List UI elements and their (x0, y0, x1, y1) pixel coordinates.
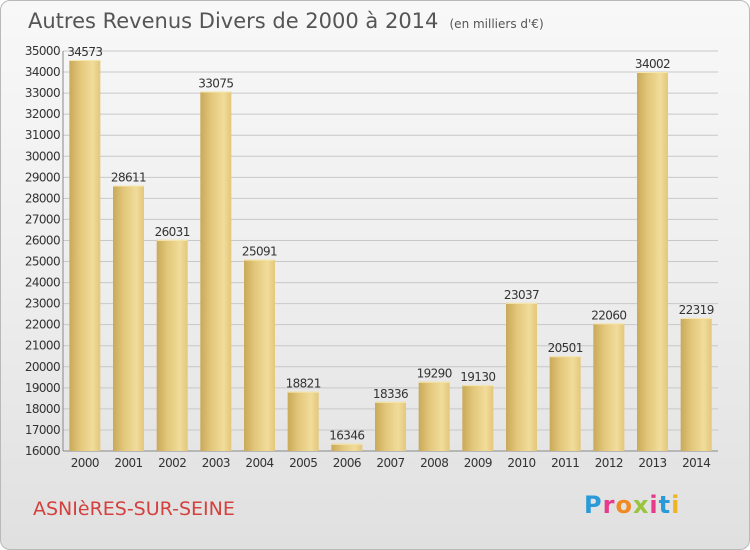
y-tick-label: 17000 (25, 423, 60, 437)
x-tick-label: 2002 (158, 456, 186, 470)
bar-value-label: 23037 (504, 288, 539, 302)
y-tick-label: 31000 (25, 128, 60, 142)
bar (680, 317, 712, 451)
x-tick-label: 2005 (289, 456, 317, 470)
bar-value-label: 26031 (155, 225, 190, 239)
bar (462, 385, 494, 451)
y-tick-label: 32000 (25, 107, 60, 121)
bar (637, 72, 668, 451)
y-tick-label: 19000 (25, 381, 60, 395)
logo-letter: t (658, 491, 672, 519)
x-tick-label: 2011 (551, 456, 579, 470)
bar (506, 302, 537, 451)
title-text: Autres Revenus Divers de 2000 à 2014 (28, 9, 439, 33)
logo-letter: i (671, 491, 681, 519)
y-tick-label: 35000 (25, 44, 60, 58)
bar-value-label: 16346 (329, 429, 364, 443)
bar-value-label: 18336 (373, 387, 408, 401)
logo-letter: P (584, 491, 603, 519)
chart-title: Autres Revenus Divers de 2000 à 2014 (en… (28, 9, 544, 33)
bar (375, 401, 406, 451)
x-tick-label: 2012 (595, 456, 623, 470)
logo-letter: i (649, 491, 659, 519)
y-tick-label: 29000 (25, 170, 60, 184)
bar-value-label: 20501 (548, 341, 583, 355)
bar (418, 381, 450, 451)
logo-letter: r (602, 491, 616, 519)
x-tick-label: 2009 (464, 456, 492, 470)
bar (287, 391, 319, 451)
x-tick-label: 2001 (114, 456, 142, 470)
y-tick-label: 26000 (25, 233, 60, 247)
bar-value-label: 22319 (679, 303, 714, 317)
bar-value-label: 19130 (460, 370, 495, 384)
y-tick-label: 24000 (25, 276, 60, 290)
x-tick-label: 2003 (202, 456, 230, 470)
y-tick-label: 18000 (25, 402, 60, 416)
x-tick-label: 2014 (682, 456, 710, 470)
bar-value-label: 22060 (591, 308, 626, 322)
bar-value-label: 18821 (286, 377, 321, 391)
x-tick-label: 2004 (245, 456, 273, 470)
bar (200, 91, 232, 452)
bar (244, 259, 275, 451)
bar-value-label: 34002 (635, 57, 670, 71)
bar (156, 239, 188, 451)
bar (331, 443, 363, 451)
x-tick-label: 2010 (507, 456, 535, 470)
bar (113, 185, 144, 452)
y-tick-label: 30000 (25, 149, 60, 163)
unit-text: (en milliers d'€) (449, 17, 544, 31)
logo-letter: x (632, 491, 650, 519)
bar (593, 323, 625, 451)
x-tick-label: 2008 (420, 456, 448, 470)
y-tick-label: 27000 (25, 212, 60, 226)
y-tick-label: 16000 (25, 444, 60, 458)
x-tick-label: 2000 (71, 456, 99, 470)
y-tick-label: 34000 (25, 65, 60, 79)
logo-letter: o (615, 491, 633, 519)
bar-value-label: 33075 (198, 77, 233, 91)
y-tick-label: 33000 (25, 86, 60, 100)
x-tick-label: 2013 (638, 456, 666, 470)
y-tick-label: 21000 (25, 339, 60, 353)
bar-value-label: 34573 (67, 45, 102, 59)
y-tick-label: 28000 (25, 191, 60, 205)
commune-name: ASNIèRES-SUR-SEINE (33, 498, 235, 520)
bar-value-label: 19290 (417, 367, 452, 381)
y-tick-label: 25000 (25, 255, 60, 269)
proxiti-logo: Proxiti (584, 491, 680, 519)
bar (69, 59, 101, 452)
y-tick-label: 20000 (25, 360, 60, 374)
bar (549, 356, 581, 451)
bar-value-label: 28611 (111, 171, 146, 185)
x-tick-label: 2006 (333, 456, 361, 470)
bar-value-label: 25091 (242, 245, 277, 259)
x-tick-label: 2007 (376, 456, 404, 470)
y-tick-label: 23000 (25, 297, 60, 311)
y-tick-label: 22000 (25, 318, 60, 332)
